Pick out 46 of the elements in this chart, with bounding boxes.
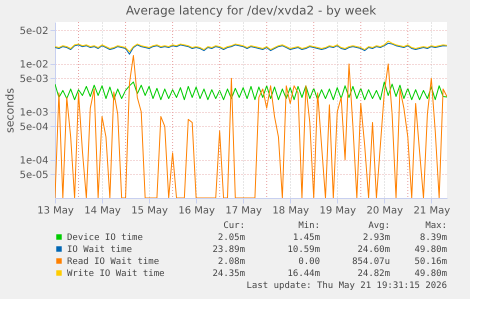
legend-label: Read IO Wait time [67,257,160,267]
text: 24.60m [357,245,390,255]
y-tick-label: 1e-02 [20,59,48,70]
text: 24.82m [357,269,390,279]
x-tick-label: 19 May [319,206,356,216]
text: Cur: [223,221,245,231]
y-tick-label: 1e-04 [20,155,48,166]
text: 24.35m [212,269,245,279]
line-series [55,40,447,52]
text: Max: [425,221,447,231]
text: 10.59m [287,245,320,255]
text: 8.39m [420,233,447,243]
text: 0.00 [298,257,320,267]
text: Min: [298,221,320,231]
text: 854.07u [352,257,390,267]
y-axis-title: seconds [4,88,17,133]
legend-label: Device IO time [67,233,143,243]
legend-label: Write IO Wait time [67,269,165,279]
text: 2.93m [362,233,390,243]
x-tick-label: 21 May [414,206,450,216]
line-series [55,82,447,100]
text: 2.08m [218,257,245,267]
x-tick-label: 17 May [225,206,262,216]
text: Last update: Thu May 21 19:31:15 2026 [246,281,447,291]
x-tick-label: 18 May [272,206,310,216]
x-tick-label: 20 May [366,206,404,216]
text: 2.05m [218,233,245,243]
text: 1.45m [292,233,320,243]
text: 23.89m [212,245,245,255]
y-tick-label: 1e-03 [20,107,48,118]
text: 49.80m [414,245,447,255]
y-tick-label: 5e-04 [20,122,48,133]
chart-title: Average latency for /dev/xvda2 - by week [126,4,376,18]
text: 16.44m [287,269,320,279]
legend-label: IO Wait time [67,245,132,255]
x-tick-label: 16 May [178,206,215,216]
x-tick-label: 15 May [131,206,168,216]
x-tick-label: 14 May [84,206,121,216]
y-tick-label: 5e-05 [20,170,48,181]
y-tick-label: 5e-02 [20,26,48,37]
text: 50.16m [414,257,447,267]
y-tick-label: 5e-03 [20,74,48,85]
x-tick-label: 13 May [37,206,74,216]
text: Avg: [368,221,390,231]
text: 49.80m [414,269,447,279]
line-series [55,42,447,55]
